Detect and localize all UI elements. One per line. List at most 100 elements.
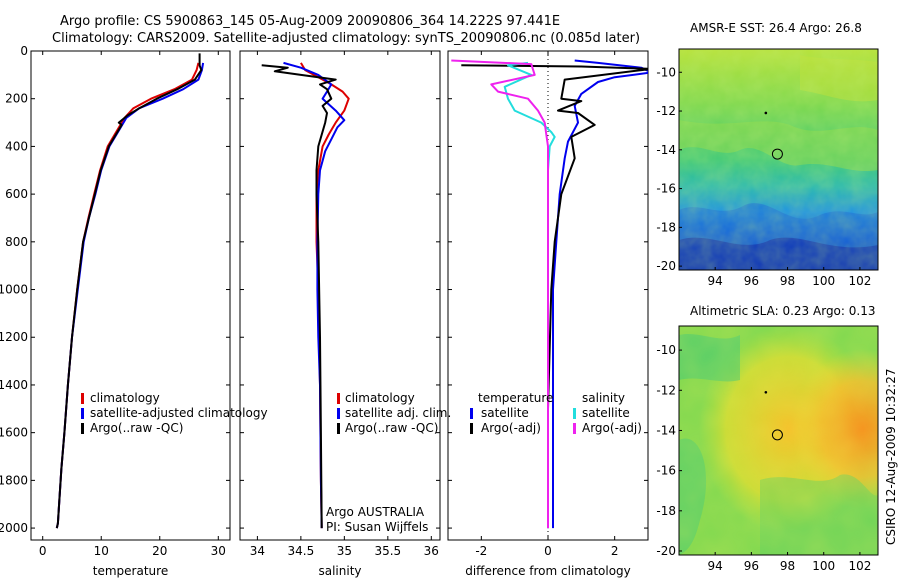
temperature-xlabel: temperature	[93, 564, 168, 578]
salinity-xtick-label: 34.5	[288, 544, 315, 558]
legend-label-sal-satellite: satellite	[582, 406, 630, 420]
depth-tick-label: 1600	[0, 426, 28, 440]
legend-swatch-climatology	[337, 393, 340, 404]
sst_map-lat-tick-label: -14	[656, 143, 676, 157]
depth-tick-label: 200	[5, 92, 28, 106]
sst_map-lon-tick-label: 102	[848, 274, 871, 288]
sst_map-lon-tick-label: 100	[812, 274, 835, 288]
legend-label-climatology: climatology	[90, 391, 160, 405]
legend-swatch-sal-argo	[573, 423, 576, 434]
temperature-xtick-label: 0	[39, 544, 47, 558]
legend-swatch-climatology	[81, 393, 84, 404]
sst_map-lat-tick-label: -18	[656, 220, 676, 234]
legend-label-temp-argo: Argo(-adj)	[481, 421, 541, 435]
legend-label-temp-satellite: satellite	[481, 406, 529, 420]
difference-xtick-label: 2	[611, 544, 619, 558]
series-line-argo-raw-qc-	[55, 53, 203, 529]
salinity-plot-frame	[239, 50, 441, 541]
depth-tick-label: 800	[5, 235, 28, 249]
sst-map-panel: AMSR-E SST: 26.4 Argo: 26.8 94 96 98 100 102…	[656, 21, 879, 288]
legend-swatch-temp-argo	[470, 423, 473, 434]
depth-tick-label: 400	[5, 139, 28, 153]
sla-map-panel: Altimetric SLA: 0.23 Argo: 0.13 94 96 98 10…	[656, 304, 879, 573]
legend-label-satellite: satellite adj. clim.	[345, 406, 451, 420]
series-line-salinity-argo-adj-	[451, 59, 549, 529]
difference-xtick-label: -2	[475, 544, 487, 558]
sst_map-lon-tick-label: 98	[780, 274, 795, 288]
temperature-xtick-label: 20	[152, 544, 167, 558]
csiro-timestamp: CSIRO 12-Aug-2009 10:32:27	[884, 369, 898, 545]
difference-xlabel: difference from climatology	[465, 564, 631, 578]
sst-map-axes: 94 96 98 100 102 -10 -12 -14 -16 -18 -20	[656, 65, 871, 288]
legend-label-climatology: climatology	[345, 391, 415, 405]
temperature-xtick-label: 10	[94, 544, 109, 558]
salinity-xtick-label: 35	[337, 544, 352, 558]
legend-label-argo: Argo(..raw -QC)	[345, 421, 438, 435]
sla_map-lat-tick-label: -16	[656, 464, 676, 478]
difference-xtick-label: 0	[544, 544, 552, 558]
sla_map-lon-tick-label: 98	[780, 559, 795, 573]
depth-tick-label: 1400	[0, 378, 28, 392]
sst_map-lat-tick-label: -12	[656, 104, 676, 118]
salinity-xtick-label: 36	[424, 544, 439, 558]
salinity-xtick-label: 35.5	[374, 544, 401, 558]
series-line-temperature-satellite	[552, 59, 648, 529]
legend-swatch-satellite	[81, 408, 84, 419]
series-line-satellite-adj-clim-	[283, 61, 346, 529]
depth-tick-label: 2000	[0, 521, 28, 535]
profile-location-marker	[771, 429, 783, 441]
profile-location-marker	[771, 148, 783, 160]
temperature-legend: climatology satellite-adjusted climatolo…	[81, 391, 268, 435]
legend-header-temperature: temperature	[478, 391, 553, 405]
sla-map-field	[679, 326, 878, 555]
sla_map-lon-tick-label: 100	[812, 559, 835, 573]
sla_map-lon-tick-label: 96	[744, 559, 759, 573]
legend-header-salinity: salinity	[582, 391, 625, 405]
legend-label-sal-argo: Argo(-adj)	[582, 421, 642, 435]
previous-profile-marker	[764, 111, 768, 115]
sst_map-lon-tick-label: 96	[744, 274, 759, 288]
series-line-temperature-argo-adj-	[461, 64, 648, 529]
difference-legend: temperature salinity satellite Argo(-adj…	[470, 391, 642, 435]
sst_map-lat-tick-label: -16	[656, 182, 676, 196]
depth-tick-label: 600	[5, 187, 28, 201]
depth-tick-label: 1800	[0, 473, 28, 487]
legend-swatch-argo	[81, 423, 84, 434]
legend-swatch-argo	[337, 423, 340, 434]
legend-swatch-satellite	[337, 408, 340, 419]
sla-map-title: Altimetric SLA: 0.23 Argo: 0.13	[690, 304, 875, 318]
sla_map-lat-tick-label: -10	[656, 343, 676, 357]
sst_map-lon-tick-label: 94	[708, 274, 723, 288]
temperature-xtick-label: 30	[211, 544, 226, 558]
depth-tick-label: 0	[20, 44, 28, 58]
series-line-argo-raw-qc-	[261, 64, 337, 529]
sla_map-lat-tick-label: -20	[656, 544, 676, 558]
figure-title-line1: Argo profile: CS 5900863_145 05-Aug-2009…	[60, 14, 560, 29]
sst-map-field	[679, 49, 878, 270]
depth-tick-label: 1200	[0, 330, 28, 344]
salinity-legend: climatology satellite adj. clim. Argo(..…	[326, 391, 451, 534]
sla_map-lat-tick-label: -18	[656, 504, 676, 518]
sla_map-lon-tick-label: 94	[708, 559, 723, 573]
legend-swatch-temp-satellite	[470, 408, 473, 419]
temperature-panel: 0 10 20 30 0 200 400 600 800 1000 1200 1400 1600 1800…	[0, 44, 231, 578]
salinity-xtick-label: 34	[250, 544, 265, 558]
sst-map-title: AMSR-E SST: 26.4 Argo: 26.8	[690, 21, 862, 35]
legend-label-argo: Argo(..raw -QC)	[90, 421, 183, 435]
sla_map-lat-tick-label: -14	[656, 423, 676, 437]
figure-title-line2: Climatology: CARS2009. Satellite-adjuste…	[52, 31, 640, 46]
sst_map-lat-tick-label: -20	[656, 259, 676, 273]
argo-program-annotation: Argo AUSTRALIA	[326, 505, 425, 519]
sst_map-lat-tick-label: -10	[656, 65, 676, 79]
salinity-panel: 34 34.5 35 35.5 36 salinity	[239, 50, 441, 578]
salinity-xlabel: salinity	[318, 564, 361, 578]
depth-tick-label: 1000	[0, 283, 28, 297]
difference-panel: -2 0 2 difference from climatology	[447, 50, 649, 578]
sla_map-lat-tick-label: -12	[656, 383, 676, 397]
temperature-plot-frame	[30, 50, 231, 541]
pi-annotation: PI: Susan Wijffels	[326, 520, 428, 534]
legend-label-satellite: satellite-adjusted climatology	[90, 406, 268, 420]
sla-map-axes: 94 96 98 100 102 -10 -12 -14 -16 -18 -20	[656, 343, 871, 573]
sla_map-lon-tick-label: 102	[848, 559, 871, 573]
